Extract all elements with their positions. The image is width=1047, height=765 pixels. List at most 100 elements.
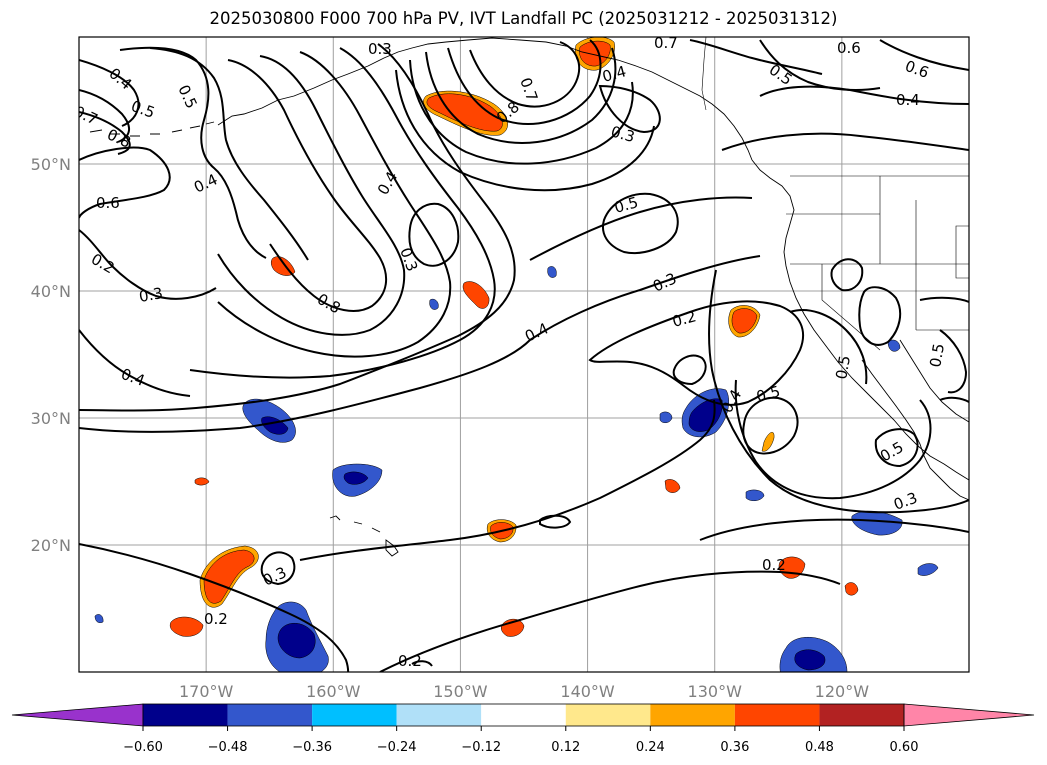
- pv-contour: [79, 146, 171, 219]
- pv-contours: [79, 39, 969, 672]
- pv-contour: [379, 570, 841, 672]
- pv-contour: [672, 354, 707, 386]
- colorbar-extend-min: [11, 703, 144, 727]
- colorbar-tick-label: −0.36: [292, 740, 332, 755]
- lon-tick-label: 160°W: [306, 682, 361, 701]
- map-title: 2025030800 F000 700 hPa PV, IVT Landfall…: [209, 9, 838, 28]
- colorbar-segment: [734, 704, 820, 726]
- pv-contour: [79, 329, 191, 397]
- colorbar-segments: [11, 703, 1035, 727]
- pv-contour: [411, 660, 433, 667]
- lon-tick-label: 140°W: [560, 682, 615, 701]
- colorbar-tick-label: 0.60: [890, 740, 919, 755]
- pos-anomaly-blob: [426, 93, 503, 132]
- gridlines: [79, 37, 969, 672]
- pv-contour: [879, 39, 969, 71]
- pos-anomaly-blob: [731, 308, 758, 334]
- pv-contour: [217, 55, 406, 336]
- colorbar-tick-label: −0.60: [123, 740, 163, 755]
- neg-anomaly-blob: [94, 614, 104, 623]
- lon-tick-label: 170°W: [179, 682, 234, 701]
- lat-tick-label: 40°N: [31, 282, 71, 301]
- pv-contour: [708, 269, 969, 514]
- colorbar-tick-label: 0.48: [805, 740, 834, 755]
- pv-contour: [79, 255, 761, 433]
- pos-anomaly-blob: [579, 40, 611, 67]
- political-borders: [701, 37, 969, 351]
- contour-label: 0.2: [670, 307, 698, 331]
- border-state-lines: [786, 176, 969, 351]
- neg-anomaly-blob: [917, 563, 939, 576]
- longitude-labels: 170°W 160°W 150°W 140°W 130°W 120°W: [179, 682, 869, 701]
- colorbar-segment: [227, 704, 313, 726]
- pos-anomaly-blob: [462, 281, 490, 309]
- pv-contour: [79, 229, 217, 300]
- pv-contour: [227, 59, 388, 312]
- neg-anomaly-blob: [429, 298, 439, 310]
- pos-anomaly-blob: [203, 549, 255, 604]
- pos-anomaly-blob: [194, 477, 210, 486]
- pv-contour: [395, 69, 655, 192]
- pos-anomaly-blob: [761, 431, 775, 452]
- colorbar-segment: [481, 704, 566, 726]
- neg-anomaly-blob: [277, 622, 316, 659]
- border-alaska-canada: [701, 37, 707, 111]
- pv-contour: [79, 43, 516, 412]
- contour-label: 0.3: [368, 40, 392, 58]
- latitude-labels: 20°N 30°N 40°N 50°N: [31, 155, 71, 555]
- pv-contour: [447, 39, 602, 125]
- colorbar-outline: [142, 703, 905, 727]
- pv-contour: [939, 329, 968, 394]
- contour-label: 0.5: [754, 382, 782, 406]
- pv-contour: [588, 300, 805, 406]
- alaska-coast: [217, 37, 753, 161]
- pv-contour: [79, 59, 140, 127]
- lon-tick-label: 150°W: [433, 682, 488, 701]
- contour-label: 0.5: [612, 193, 640, 217]
- pv-contour: [734, 379, 932, 500]
- shaded-anomalies: [94, 37, 939, 672]
- pv-contour: [529, 196, 753, 261]
- hawaii-islands: [329, 515, 399, 557]
- pv-contour: [299, 399, 716, 561]
- pv-contour: [858, 286, 902, 346]
- pv-contour: [939, 396, 969, 403]
- colorbar-tick-label: −0.12: [461, 740, 501, 755]
- colorbar-segment: [565, 704, 651, 726]
- pv-contour: [260, 551, 296, 586]
- lat-tick-label: 20°N: [31, 536, 71, 555]
- contour-label: 0.4: [600, 62, 628, 86]
- neg-anomaly-blob: [343, 471, 369, 485]
- pv-contour: [602, 192, 679, 254]
- pv-contour: [79, 111, 131, 155]
- contour-label: 0.2: [204, 610, 228, 628]
- colorbar-segment: [819, 704, 904, 726]
- baja-coast: [861, 359, 969, 501]
- pv-contour: [425, 47, 617, 144]
- colorbar-extend-max: [903, 703, 1035, 727]
- lon-tick-label: 130°W: [688, 682, 743, 701]
- pv-contour: [119, 46, 267, 259]
- map-frame: [78, 36, 970, 673]
- contour-label: 0.5: [832, 354, 854, 381]
- neg-anomaly-blob: [887, 339, 901, 352]
- colorbar-ticks: −0.60 −0.48 −0.36 −0.24 −0.12 0.12 0.24 0.36 0.4…: [123, 726, 918, 755]
- aleutians: [89, 121, 215, 137]
- pv-contour: [469, 41, 581, 108]
- map-area: 0.3 0.7 0.6 0.5 0.6 0.4 0.4 0.5 0.7 0.8 …: [79, 34, 969, 672]
- pv-contour: [79, 543, 350, 672]
- pv-contour: [217, 51, 452, 358]
- contour-label: 0.2: [762, 556, 786, 574]
- coastlines: [89, 37, 969, 557]
- colorbar-segment: [143, 704, 228, 726]
- pv-contour: [689, 39, 823, 75]
- contour-label: 0.7: [654, 34, 678, 52]
- pv-contour: [699, 518, 969, 541]
- colorbar-segment: [650, 704, 735, 726]
- neg-anomaly-blob: [745, 489, 765, 501]
- colorbar-tick-label: −0.24: [377, 740, 417, 755]
- pv-contour: [830, 258, 864, 292]
- pv-contour: [408, 202, 460, 267]
- contour-label: 0.5: [926, 342, 948, 369]
- lat-tick-label: 30°N: [31, 409, 71, 428]
